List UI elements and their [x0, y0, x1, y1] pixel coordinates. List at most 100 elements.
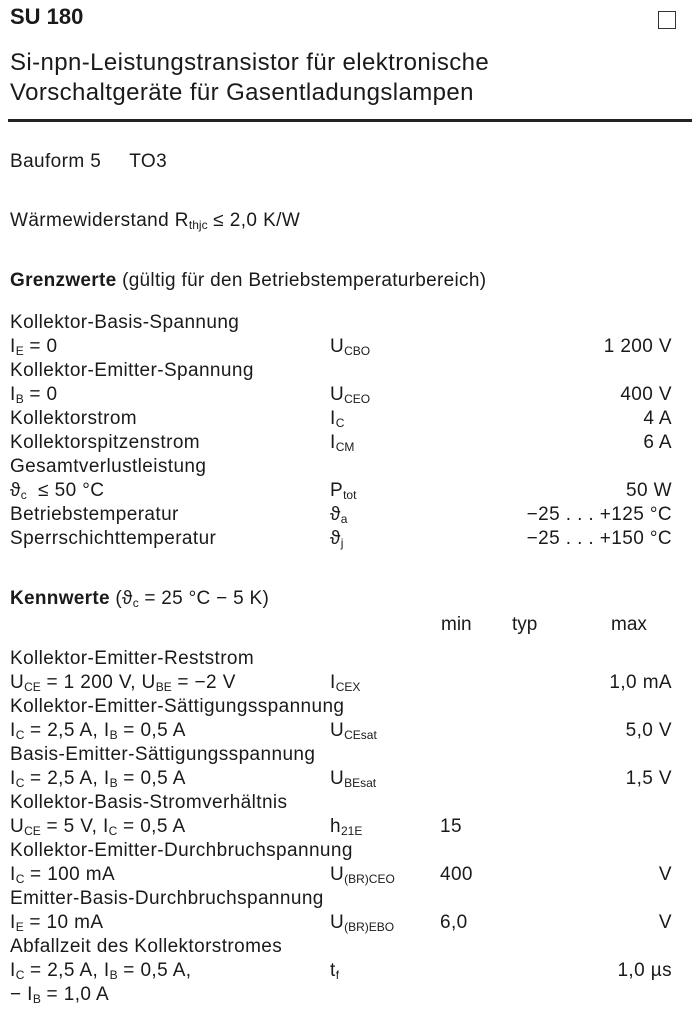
subscript: (BR)EBO — [344, 920, 395, 934]
min-value: 6,0 — [440, 912, 468, 933]
parameter: Kollektor-Basis-Spannung — [10, 312, 240, 333]
parameter: UCE = 5 V, IC = 0,5 A — [10, 815, 186, 843]
symbol: UCEsat — [330, 719, 377, 747]
text-run: = 10 mA — [23, 912, 104, 933]
value: 400 V — [620, 384, 672, 405]
parameter: Sperrschichttemperatur — [10, 528, 217, 549]
row: − IB = 1,0 A — [0, 983, 700, 1007]
subscript: C — [108, 824, 118, 838]
subscript: CE — [24, 680, 41, 694]
text-run: = 2,5 A, I — [24, 768, 110, 789]
text-run: U — [330, 720, 345, 741]
text-run: I — [10, 336, 16, 357]
max-value: 1,0 µs — [617, 960, 672, 981]
subscript: a — [340, 512, 348, 526]
max-value: 1,0 mA — [609, 672, 672, 693]
title-line: Vorschaltgeräte für Gasentladungslampen — [10, 79, 474, 106]
min-value: 400 — [440, 864, 473, 885]
row: UCE = 5 V, IC = 0,5 A h21E 15 — [0, 815, 700, 839]
value: 4 A — [643, 408, 672, 429]
column-header: typ — [512, 614, 538, 635]
row: IC = 2,5 A, IB = 0,5 A UCEsat 5,0 V — [0, 719, 700, 743]
symbol: UBEsat — [330, 767, 376, 795]
checkbox — [658, 11, 676, 29]
max-value: 5,0 V — [625, 720, 672, 741]
text-run: = 0,5 A — [117, 768, 186, 789]
symbol: UCEO — [330, 383, 370, 411]
parameter: Kollektor-Emitter-Reststrom — [10, 648, 255, 669]
text-run: I — [10, 864, 16, 885]
parameter: Kollektorstrom — [10, 408, 138, 429]
characteristics-table: Kollektor-Emitter-Reststrom UCE = 1 200 V… — [0, 647, 700, 1007]
value: −25 . . . +125 °C — [526, 504, 672, 525]
text-run: = −2 V — [171, 672, 236, 693]
text-run: U — [330, 768, 345, 789]
package-value: TO3 — [129, 151, 168, 172]
subscript: B — [32, 992, 41, 1006]
subscript: j — [340, 536, 344, 550]
text-run: I — [330, 432, 336, 453]
characteristics-heading: Kennwerte (ϑc = 25 °C − 5 K) — [10, 588, 269, 610]
parameter: IE = 0 — [10, 335, 58, 363]
text-run: = 1,0 A — [40, 984, 110, 1005]
text-run: U — [330, 864, 345, 885]
subscript: C — [15, 728, 25, 742]
subscript: C — [335, 416, 345, 430]
subscript: B — [15, 392, 24, 406]
subscript: (BR)CEO — [344, 872, 395, 886]
parameter: IB = 0 — [10, 383, 58, 411]
subscript: CEsat — [344, 728, 377, 742]
symbol: ICM — [330, 431, 354, 459]
symbol: U(BR)EBO — [330, 911, 394, 939]
row: Abfallzeit des Kollektorstromes — [0, 935, 700, 959]
subscript: CBO — [344, 344, 371, 358]
parameter: − IB = 1,0 A — [10, 983, 109, 1011]
parameter: Kollektor-Emitter-Sättigungsspannung — [10, 696, 345, 717]
text-run: I — [10, 768, 16, 789]
row: Basis-Emitter-Sättigungsspannung — [0, 743, 700, 767]
text-run: I — [330, 672, 336, 693]
subscript: 21E — [340, 824, 363, 838]
subscript: E — [15, 920, 24, 934]
package-label: Bauform 5 — [10, 151, 102, 172]
row: Kollektor-Emitter-Durchbruchspannung — [0, 839, 700, 863]
row: UCE = 1 200 V, UBE = −2 V ICEX 1,0 mA — [0, 671, 700, 695]
text-run: U — [330, 336, 345, 357]
row: Kollektor-Emitter-Sättigungsspannung — [0, 695, 700, 719]
row: Kollektorspitzenstrom ICM 6 A — [0, 431, 700, 455]
symbol: ICEX — [330, 671, 360, 699]
parameter: Emitter-Basis-Durchbruchspannung — [10, 888, 324, 909]
subscript: CE — [24, 824, 41, 838]
text-run: t — [330, 960, 336, 981]
text-run: = 100 mA — [24, 864, 116, 885]
max-value: V — [658, 912, 672, 933]
row: Sperrschichttemperatur ϑj −25 . . . +150 °… — [0, 527, 700, 551]
subscript: f — [335, 968, 340, 982]
subscript: BE — [155, 680, 172, 694]
text-run: = 1 200 V, U — [40, 672, 156, 693]
row: IE = 0 UCBO 1 200 V — [0, 335, 700, 359]
symbol: ϑa — [330, 503, 347, 531]
subscript: BEsat — [344, 776, 377, 790]
heading-note: (gültig für den Betriebstemperaturbereic… — [116, 270, 487, 291]
symbol: h21E — [330, 815, 362, 843]
row: Betriebstemperatur ϑa −25 . . . +125 °C — [0, 503, 700, 527]
text-run: P — [330, 480, 344, 501]
subscript: CEO — [344, 392, 371, 406]
title-line: Si-npn-Leistungstransistor für elektroni… — [10, 49, 490, 76]
subscript: B — [109, 776, 118, 790]
thermal-resistance: Wärmewiderstand Rthjc ≤ 2,0 K/W — [10, 210, 300, 232]
parameter: Kollektorspitzenstrom — [10, 432, 201, 453]
text-run: U — [10, 672, 25, 693]
min-value: 15 — [440, 816, 462, 837]
row: Kollektor-Basis-Spannung — [0, 311, 700, 335]
text-run: = 0 — [23, 384, 58, 405]
row: IC = 2,5 A, IB = 0,5 A UBEsat 1,5 V — [0, 767, 700, 791]
text-run: = 0,5 A, — [117, 960, 192, 981]
row: IB = 0 UCEO 400 V — [0, 383, 700, 407]
symbol: ϑj — [330, 527, 343, 555]
column-header: max — [611, 614, 647, 635]
parameter: Betriebstemperatur — [10, 504, 179, 525]
subscript: E — [15, 344, 24, 358]
rule — [8, 119, 692, 122]
